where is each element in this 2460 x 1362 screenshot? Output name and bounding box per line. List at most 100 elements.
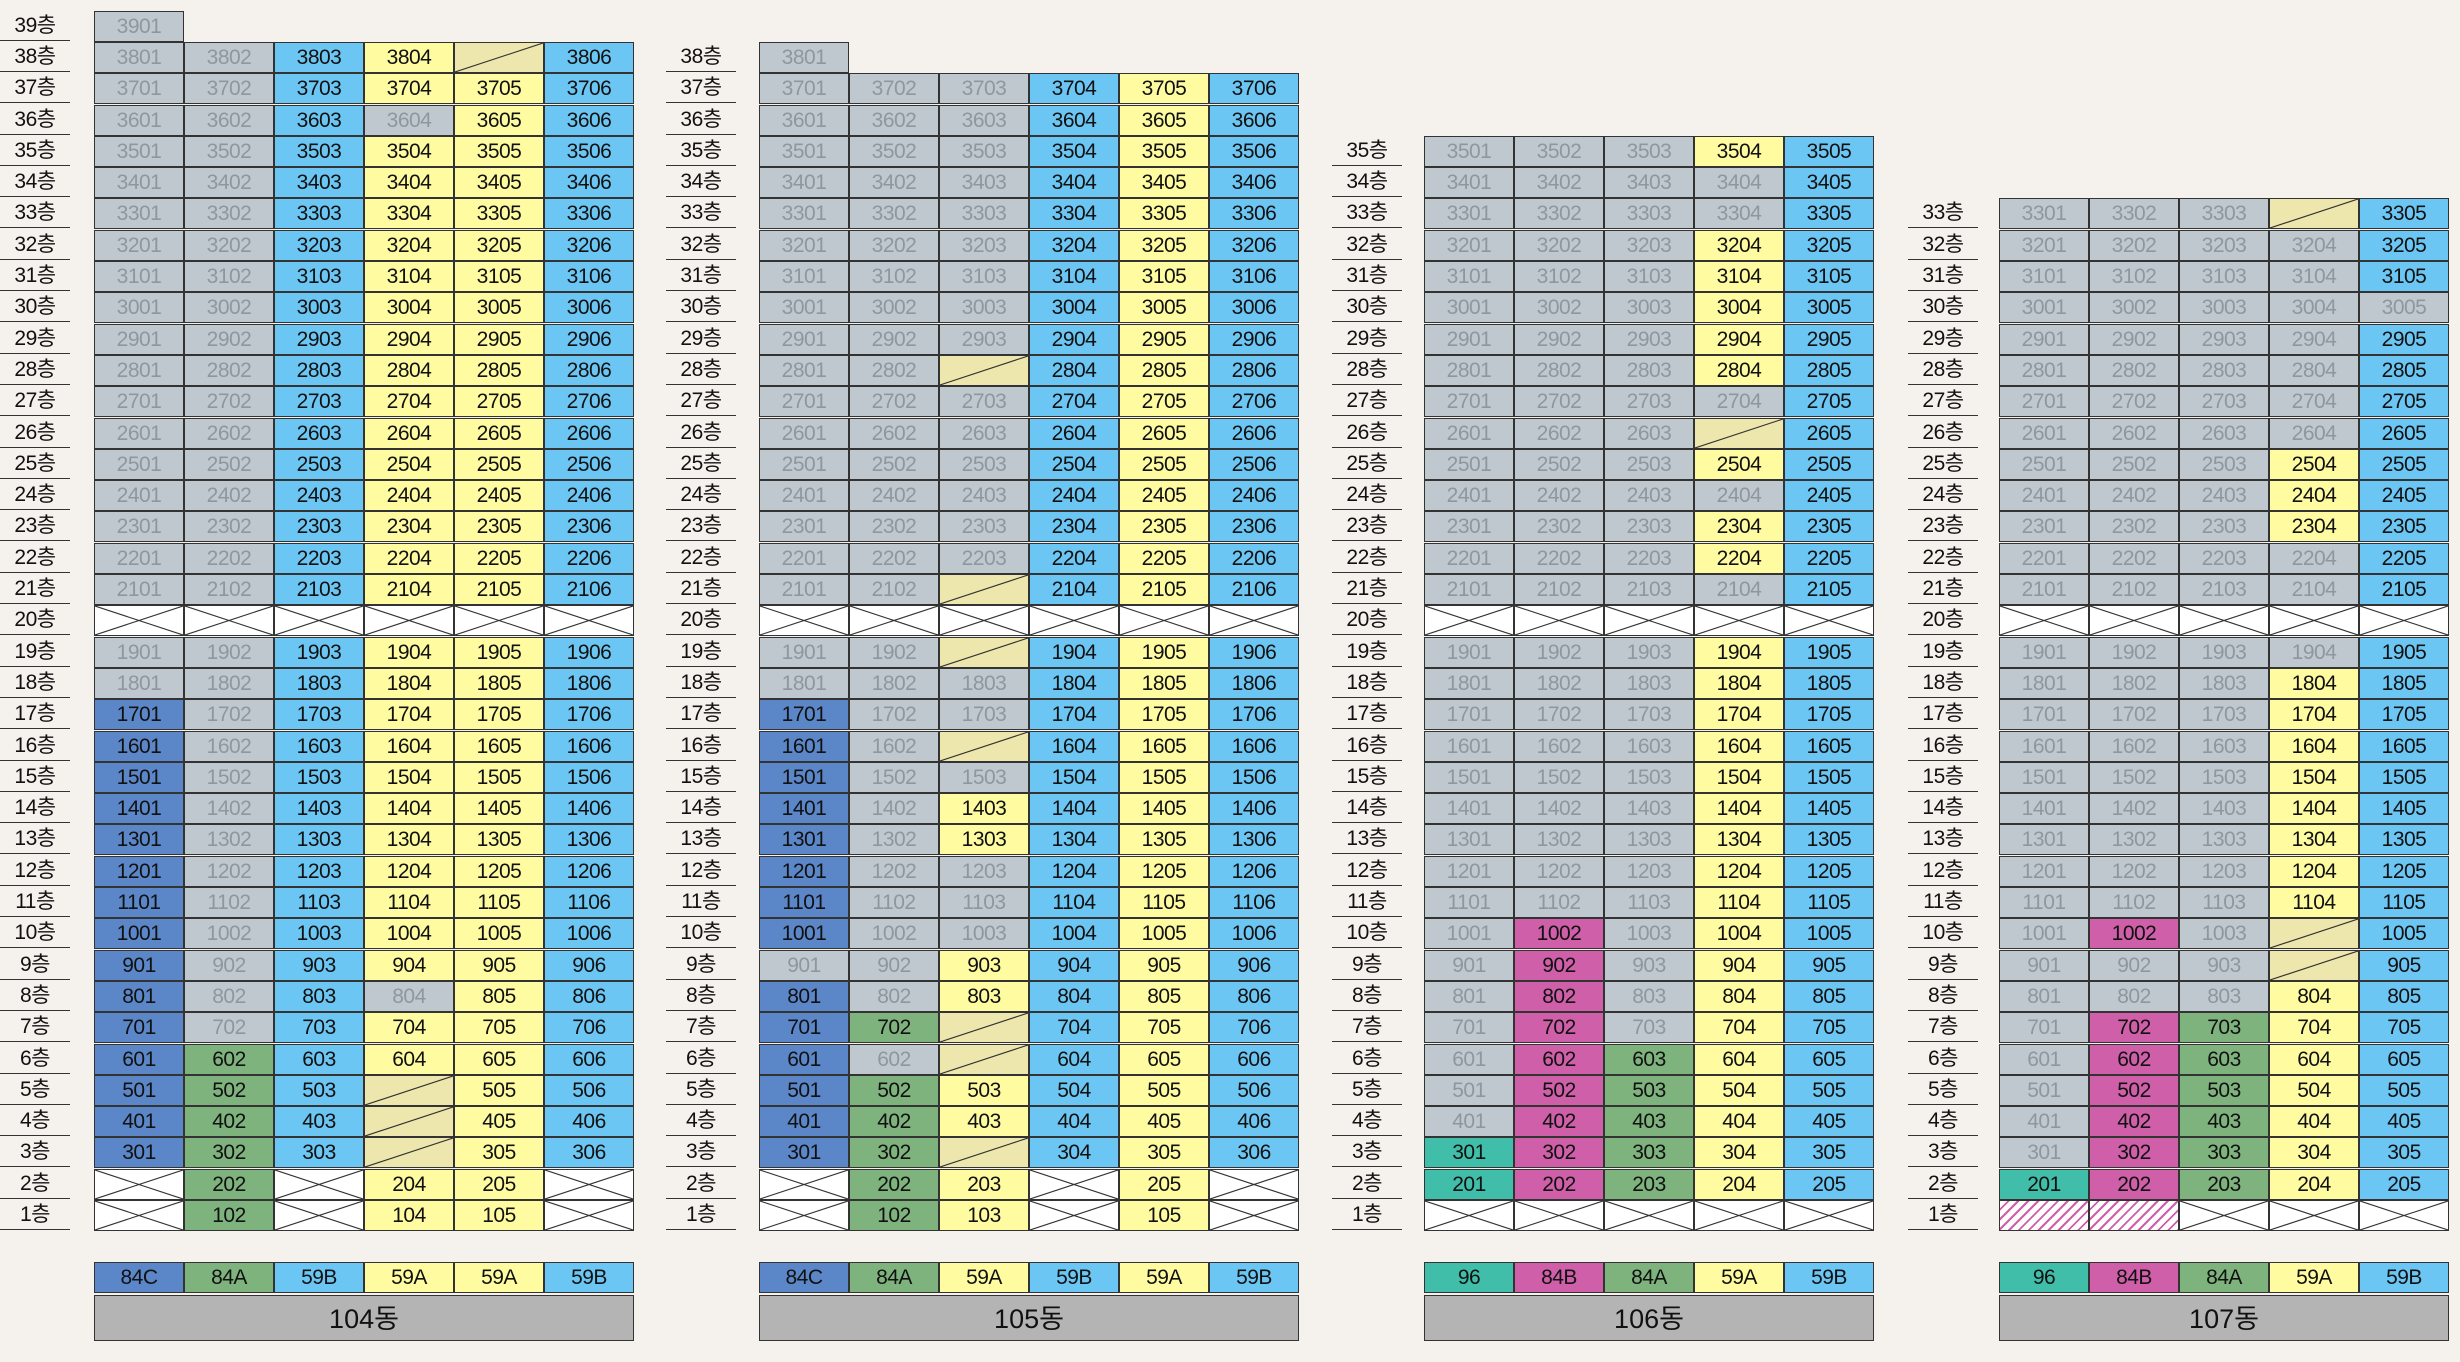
unit-cell[interactable]: 1505 — [1119, 761, 1209, 793]
unit-cell[interactable]: 2104 — [364, 574, 454, 605]
unit-cell-sold[interactable]: 1901 — [1999, 636, 2089, 668]
unit-cell-sold[interactable]: 2203 — [939, 542, 1029, 574]
unit-cell[interactable]: 205 — [1119, 1168, 1209, 1200]
unit-cell[interactable]: 305 — [1119, 1137, 1209, 1169]
unit-cell[interactable]: 806 — [1209, 980, 1299, 1012]
unit-cell[interactable]: 1601 — [94, 730, 184, 762]
unit-cell[interactable]: 1704 — [1029, 699, 1119, 731]
unit-cell-sold[interactable]: 3003 — [939, 292, 1029, 324]
unit-cell[interactable]: 2105 — [1119, 574, 1209, 605]
unit-cell-sold[interactable]: 2103 — [2179, 574, 2269, 605]
unit-cell[interactable]: 503 — [2179, 1074, 2269, 1106]
unit-cell[interactable]: 402 — [184, 1106, 274, 1138]
unit-cell[interactable]: 2605 — [1784, 417, 1874, 449]
unit-cell[interactable]: 602 — [184, 1043, 274, 1075]
unit-cell-sold[interactable]: 1102 — [184, 887, 274, 918]
unit-cell-sold[interactable]: 1102 — [1514, 887, 1604, 918]
unit-cell[interactable]: 504 — [2269, 1074, 2359, 1106]
unit-cell[interactable]: 2906 — [1209, 323, 1299, 355]
unit-cell[interactable]: 3205 — [454, 229, 544, 261]
unit-cell[interactable]: 3206 — [1209, 229, 1299, 261]
unit-cell-sold[interactable]: 1201 — [1999, 855, 2089, 887]
unit-cell-sold[interactable]: 3303 — [1604, 198, 1694, 230]
unit-cell[interactable]: 606 — [1209, 1043, 1299, 1075]
unit-cell[interactable]: 2705 — [454, 386, 544, 418]
unit-cell-sold[interactable]: 2902 — [184, 323, 274, 355]
unit-cell[interactable]: 1104 — [1029, 887, 1119, 918]
unit-cell-sold[interactable]: 602 — [849, 1043, 939, 1075]
unit-cell[interactable]: 505 — [1119, 1074, 1209, 1106]
unit-cell[interactable]: 502 — [2089, 1074, 2179, 1106]
unit-cell[interactable]: 704 — [364, 1012, 454, 1044]
unit-cell[interactable]: 2905 — [1784, 323, 1874, 355]
unit-cell[interactable]: 2806 — [544, 354, 634, 386]
unit-cell-sold[interactable]: 1801 — [94, 667, 184, 699]
unit-cell-sold[interactable]: 2101 — [1424, 574, 1514, 605]
unit-cell-sold[interactable]: 3103 — [1604, 261, 1694, 292]
unit-cell[interactable]: 1704 — [364, 699, 454, 731]
unit-cell[interactable]: 403 — [1604, 1106, 1694, 1138]
unit-cell-sold[interactable]: 2801 — [1424, 354, 1514, 386]
unit-cell[interactable]: 503 — [274, 1074, 364, 1106]
unit-cell[interactable]: 1406 — [1209, 793, 1299, 825]
unit-cell[interactable]: 903 — [939, 949, 1029, 981]
unit-cell[interactable]: 705 — [2359, 1012, 2449, 1044]
unit-cell[interactable]: 501 — [94, 1074, 184, 1106]
unit-cell[interactable]: 1805 — [1784, 667, 1874, 699]
unit-cell-sold[interactable]: 3101 — [94, 261, 184, 292]
unit-cell[interactable]: 202 — [2089, 1168, 2179, 1200]
unit-cell[interactable]: 1104 — [364, 887, 454, 918]
unit-cell[interactable]: 604 — [1694, 1043, 1784, 1075]
unit-cell-sold[interactable]: 2604 — [2269, 417, 2359, 449]
unit-cell[interactable]: 3506 — [544, 135, 634, 167]
unit-cell[interactable]: 1306 — [544, 824, 634, 856]
unit-cell[interactable]: 3406 — [1209, 167, 1299, 199]
unit-cell[interactable]: 306 — [1209, 1137, 1299, 1169]
unit-cell-sold[interactable]: 2801 — [94, 354, 184, 386]
unit-cell[interactable]: 202 — [849, 1168, 939, 1200]
unit-cell[interactable]: 1205 — [1119, 855, 1209, 887]
unit-cell[interactable]: 302 — [849, 1137, 939, 1169]
unit-cell[interactable]: 703 — [2179, 1012, 2269, 1044]
unit-cell-sold[interactable]: 3404 — [1694, 167, 1784, 199]
unit-cell-sold[interactable]: 1802 — [2089, 667, 2179, 699]
unit-cell[interactable]: 302 — [2089, 1137, 2179, 1169]
unit-cell-sold[interactable]: 3503 — [1604, 135, 1694, 167]
unit-cell[interactable]: 3204 — [364, 229, 454, 261]
unit-cell[interactable]: 704 — [2269, 1012, 2359, 1044]
unit-cell[interactable]: 3105 — [2359, 261, 2449, 292]
unit-cell-sold[interactable]: 2702 — [2089, 386, 2179, 418]
unit-cell-sold[interactable]: 2402 — [2089, 480, 2179, 512]
unit-cell-sold[interactable]: 2104 — [2269, 574, 2359, 605]
unit-cell-sold[interactable]: 1301 — [1424, 824, 1514, 856]
unit-cell-sold[interactable]: 3104 — [2269, 261, 2359, 292]
unit-cell-sold[interactable]: 1903 — [2179, 636, 2269, 668]
unit-cell[interactable]: 604 — [364, 1043, 454, 1075]
unit-cell[interactable]: 305 — [454, 1137, 544, 1169]
unit-cell[interactable]: 905 — [1119, 949, 1209, 981]
unit-cell[interactable]: 1606 — [544, 730, 634, 762]
unit-cell[interactable]: 2304 — [364, 511, 454, 543]
unit-cell-sold[interactable]: 3001 — [1424, 292, 1514, 324]
unit-cell[interactable]: 1305 — [1784, 824, 1874, 856]
unit-cell-sold[interactable]: 3002 — [184, 292, 274, 324]
unit-cell[interactable]: 701 — [759, 1012, 849, 1044]
unit-cell[interactable]: 2404 — [1029, 480, 1119, 512]
unit-cell[interactable]: 1504 — [2269, 761, 2359, 793]
unit-cell[interactable]: 3105 — [454, 261, 544, 292]
unit-cell-sold[interactable]: 401 — [1424, 1106, 1514, 1138]
unit-cell-sold[interactable]: 2503 — [1604, 448, 1694, 480]
unit-cell-sold[interactable]: 804 — [364, 980, 454, 1012]
unit-cell-sold[interactable]: 2202 — [1514, 542, 1604, 574]
unit-cell-sold[interactable]: 2303 — [1604, 511, 1694, 543]
unit-cell-sold[interactable]: 1702 — [849, 699, 939, 731]
unit-cell[interactable]: 3004 — [1029, 292, 1119, 324]
unit-cell[interactable]: 904 — [1694, 949, 1784, 981]
unit-cell[interactable]: 3005 — [454, 292, 544, 324]
unit-cell[interactable]: 602 — [1514, 1043, 1604, 1075]
unit-cell[interactable]: 905 — [454, 949, 544, 981]
unit-cell-sold[interactable]: 2403 — [1604, 480, 1694, 512]
unit-cell[interactable]: 1002 — [1514, 918, 1604, 950]
unit-cell-sold[interactable]: 903 — [1604, 949, 1694, 981]
unit-cell-sold[interactable]: 703 — [1604, 1012, 1694, 1044]
